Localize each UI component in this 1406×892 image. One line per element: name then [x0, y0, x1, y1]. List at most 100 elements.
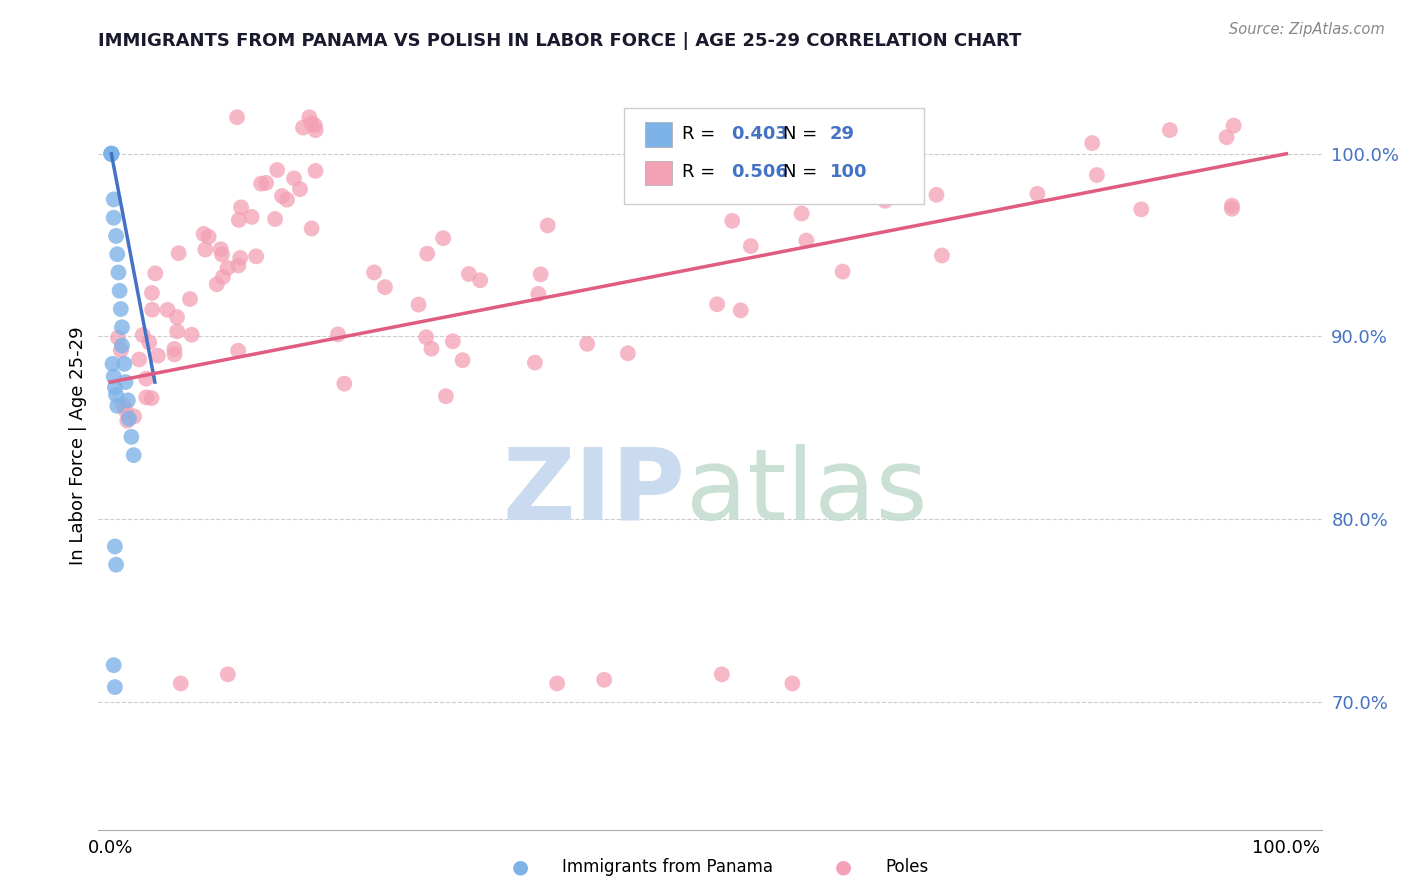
Point [228, 259, 250, 273]
Point [523, 355, 546, 369]
Point [103, 658, 125, 673]
Point [706, 297, 728, 311]
Point [163, 342, 186, 356]
Point [114, 403, 136, 417]
Bar [645, 161, 672, 186]
Point [167, 246, 190, 260]
Point [831, 264, 853, 278]
Point [457, 267, 479, 281]
Text: IMMIGRANTS FROM PANAMA VS POLISH IN LABOR FORCE | AGE 25-29 CORRELATION CHART: IMMIGRANTS FROM PANAMA VS POLISH IN LABO… [98, 32, 1022, 50]
Point [740, 239, 762, 253]
Text: ZIP: ZIP [503, 443, 686, 541]
Point [217, 667, 239, 681]
Point [122, 448, 145, 462]
Point [537, 219, 560, 233]
Text: 100: 100 [830, 163, 868, 181]
Point [576, 336, 599, 351]
Point [138, 335, 160, 350]
FancyBboxPatch shape [624, 109, 924, 204]
Point [105, 399, 128, 413]
Point [925, 187, 948, 202]
Y-axis label: In Labor Force | Age 25-29: In Labor Force | Age 25-29 [69, 326, 87, 566]
Point [128, 352, 150, 367]
Point [374, 280, 396, 294]
Point [875, 194, 897, 208]
Point [432, 231, 454, 245]
Text: N =: N = [783, 125, 824, 143]
Point [276, 193, 298, 207]
Point [105, 558, 128, 572]
Point [100, 146, 122, 161]
Point [250, 177, 273, 191]
Point [527, 286, 550, 301]
Point [730, 303, 752, 318]
Point [790, 206, 813, 220]
Point [229, 251, 252, 265]
Point [1222, 119, 1244, 133]
Point [530, 268, 553, 282]
Point [122, 409, 145, 424]
Point [1085, 168, 1108, 182]
Point [110, 343, 132, 358]
Point [105, 388, 128, 402]
Point [1215, 130, 1237, 145]
Point [1159, 123, 1181, 137]
Point [408, 297, 430, 311]
Point [288, 182, 311, 196]
Point [229, 200, 252, 214]
Point [546, 676, 568, 690]
Text: ●: ● [512, 857, 529, 877]
Point [304, 164, 326, 178]
Point [193, 227, 215, 241]
Point [103, 193, 125, 207]
Text: Poles: Poles [886, 858, 929, 876]
Point [226, 343, 249, 358]
Point [1220, 202, 1243, 216]
Point [301, 221, 323, 235]
Point [283, 171, 305, 186]
Point [105, 247, 128, 261]
Point [166, 310, 188, 325]
Point [103, 211, 125, 225]
Point [141, 302, 163, 317]
Point [104, 680, 127, 694]
Point [416, 246, 439, 260]
Point [240, 210, 263, 224]
Point [363, 265, 385, 279]
Point [228, 213, 250, 227]
Text: ●: ● [835, 857, 852, 877]
Point [734, 140, 756, 154]
Point [135, 390, 157, 404]
Point [211, 247, 233, 261]
Point [1081, 136, 1104, 150]
Point [710, 667, 733, 681]
Point [292, 120, 315, 135]
Point [114, 375, 136, 389]
Point [264, 212, 287, 227]
Point [141, 391, 163, 405]
Point [434, 389, 457, 403]
Point [1026, 186, 1049, 201]
Point [103, 369, 125, 384]
Point [107, 265, 129, 279]
Point [333, 376, 356, 391]
Point [209, 242, 232, 256]
Point [931, 248, 953, 262]
Point [100, 146, 122, 161]
Point [299, 116, 322, 130]
Point [468, 273, 491, 287]
Text: Source: ZipAtlas.com: Source: ZipAtlas.com [1229, 22, 1385, 37]
Point [110, 301, 132, 316]
Point [180, 327, 202, 342]
Text: atlas: atlas [686, 443, 927, 541]
Point [111, 338, 134, 352]
Text: N =: N = [783, 163, 824, 181]
Point [796, 234, 818, 248]
Point [194, 243, 217, 257]
Point [135, 371, 157, 385]
Point [217, 260, 239, 275]
Point [420, 342, 443, 356]
Point [721, 214, 744, 228]
Point [163, 347, 186, 361]
Point [441, 334, 464, 349]
